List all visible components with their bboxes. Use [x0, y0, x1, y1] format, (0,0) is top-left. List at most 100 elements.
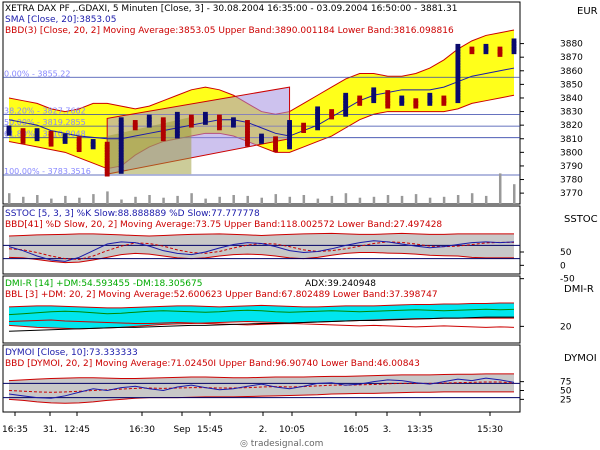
- pnf-o-box: [160, 133, 166, 139]
- sstoc_panel-label2: BBD[41] %D Slow, 20, 2] Moving Average:7…: [5, 220, 442, 230]
- volume-bar-4: [64, 195, 67, 204]
- pnf-o-box: [329, 111, 335, 117]
- dmi_panel-label1: DMI-R [14] +DM:54.593455 -DM:18.305675: [5, 279, 203, 289]
- pnf-o-box: [357, 95, 363, 101]
- xtick-label-8: 16:05: [343, 425, 369, 435]
- volume-bar-20: [288, 196, 292, 204]
- pnf-o-box: [20, 136, 26, 142]
- pnf-x-box: [174, 114, 180, 120]
- pnf-x-box: [399, 101, 405, 106]
- pnf-x-box: [231, 120, 236, 125]
- dymoi_panel-ma-line: [8, 381, 515, 393]
- pnf-o-box: [217, 114, 222, 120]
- pnf-o-box: [273, 136, 278, 142]
- volume-bar-24: [344, 193, 348, 204]
- pnf-x-box: [174, 122, 180, 128]
- dmi_panel-adx-line: [8, 316, 514, 332]
- pnf-x-box: [455, 60, 461, 66]
- pnf-x-box: [371, 87, 377, 93]
- pnf-x-box: [287, 120, 292, 125]
- pnf-x-box: [399, 98, 405, 104]
- pnf-x-box: [118, 136, 124, 142]
- pnf-o-box: [132, 122, 138, 128]
- pnf-o-box: [217, 122, 222, 128]
- price-ytick-label-11: 3770: [560, 189, 583, 199]
- pnf-x-box: [343, 109, 349, 114]
- dymoi_panel-ytick-label-2: 25: [560, 395, 571, 405]
- pnf-o-box: [441, 95, 447, 101]
- currency-label: EUR: [577, 6, 598, 17]
- price-ytick-label-3: 3850: [560, 80, 583, 90]
- pnf-o-box: [104, 160, 110, 166]
- pnf-x-box: [202, 111, 208, 117]
- pnf-o-box: [76, 136, 82, 142]
- pnf-x-box: [34, 136, 40, 142]
- pnf-x-box: [6, 128, 12, 133]
- sstoc_panel-ytick-label-2: -50: [560, 275, 575, 285]
- pnf-x-box: [259, 133, 264, 139]
- pnf-x-box: [427, 98, 433, 104]
- dmi_panel-label2: BBL [3] +DM: 20, 2] Moving Average:52.60…: [5, 290, 438, 300]
- volume-bar-33: [470, 193, 474, 204]
- volume-bar-6: [92, 194, 95, 204]
- pnf-o-box: [132, 120, 138, 125]
- dmi_panel-band-fill: [9, 302, 514, 329]
- pnf-x-box: [146, 122, 152, 128]
- pnf-x-box: [511, 46, 517, 52]
- price-ytick-label-0: 3880: [560, 40, 583, 50]
- volume-bar-8: [120, 199, 123, 204]
- lower-band-line: [8, 94, 515, 170]
- pnf-x-box: [455, 54, 461, 60]
- fib-label-4: 100.00% - 3783.3516: [4, 167, 91, 176]
- xtick-label-6: 2.: [259, 425, 268, 435]
- pnf-o-box: [48, 133, 54, 139]
- pnf-x-box: [483, 43, 489, 49]
- pnf-o-box: [413, 101, 419, 106]
- pnf-x-box: [315, 109, 321, 114]
- volume-bar-15: [218, 196, 221, 204]
- pnf-x-box: [455, 95, 461, 101]
- sstoc_panel-name: SSTOC: [564, 214, 598, 225]
- volume-bar-27: [386, 195, 390, 204]
- pnf-x-box: [287, 133, 292, 139]
- pnf-x-box: [343, 92, 349, 98]
- pnf-x-box: [455, 65, 461, 71]
- pnf-o-box: [188, 120, 194, 125]
- volume-bar-21: [302, 195, 306, 204]
- pnf-x-box: [6, 130, 12, 136]
- pnf-o-box: [104, 155, 110, 161]
- pnf-o-box: [104, 163, 110, 169]
- pnf-o-box: [20, 139, 26, 144]
- pnf-x-box: [287, 125, 292, 131]
- sstoc_panel-ytick-label-0: 50: [560, 248, 572, 258]
- price-ytick-label-9: 3790: [560, 162, 583, 172]
- dmi_panel-dm_minus-line: [8, 319, 515, 328]
- pnf-x-box: [287, 141, 292, 147]
- pnf-x-box: [315, 122, 321, 128]
- pnf-x-box: [118, 147, 124, 153]
- pnf-o-box: [104, 141, 110, 147]
- watermark: ◎ tradesignal.com: [240, 439, 323, 449]
- volume-bar-18: [260, 197, 263, 204]
- pnf-x-box: [6, 125, 12, 131]
- dmi_panel-ytick-label-0: 20: [560, 322, 572, 332]
- pnf-x-box: [455, 46, 461, 52]
- dymoi_panel-label1: DYMOI [Close, 10]:73.333333: [5, 348, 138, 358]
- pnf-o-box: [104, 168, 110, 174]
- pnf-x-box: [34, 133, 40, 139]
- pnf-o-box: [20, 128, 26, 133]
- dymoi_panel-ytick-label-1: 50: [560, 387, 572, 397]
- pnf-x-box: [511, 41, 517, 46]
- pnf-x-box: [511, 43, 517, 49]
- pnf-o-box: [160, 136, 166, 142]
- pnf-x-box: [343, 103, 349, 109]
- xtick-label-4: Sep: [174, 425, 191, 435]
- pnf-x-box: [118, 133, 124, 139]
- pnf-o-box: [188, 122, 194, 128]
- sma-line: [8, 67, 515, 140]
- volume-bar-30: [428, 197, 432, 204]
- dymoi_panel-lower-band: [8, 391, 514, 404]
- pnf-x-box: [118, 166, 124, 172]
- pnf-o-box: [245, 120, 250, 125]
